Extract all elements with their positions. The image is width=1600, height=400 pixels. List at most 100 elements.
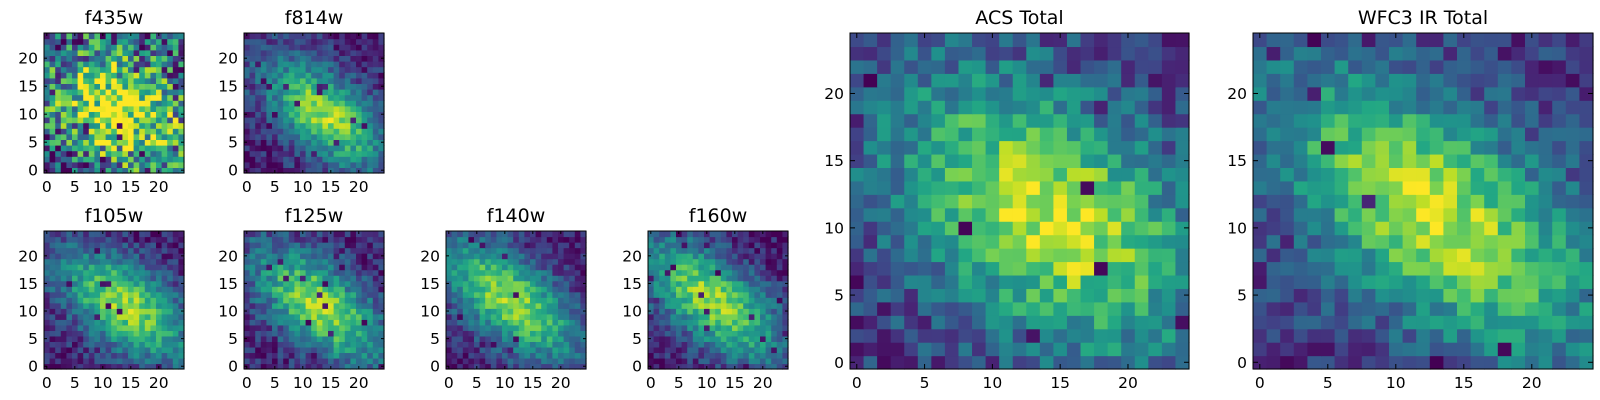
heatmap-cell	[474, 324, 481, 331]
heatmap-cell	[333, 286, 340, 293]
heatmap-cell	[66, 324, 73, 331]
heatmap-cell	[1161, 248, 1177, 263]
heatmap-cell	[1457, 301, 1472, 316]
heatmap-cell	[726, 236, 733, 243]
heatmap-cell	[344, 247, 351, 254]
heatmap-cell	[563, 319, 570, 326]
heatmap-cell	[49, 133, 56, 140]
heatmap-cell	[156, 94, 163, 101]
heatmap-cell	[288, 100, 295, 107]
heatmap-cell	[1348, 234, 1363, 249]
heatmap-cell	[49, 280, 56, 287]
heatmap-cell	[904, 301, 919, 316]
heatmap-cell	[333, 291, 340, 298]
heatmap-cell	[1497, 342, 1512, 357]
heatmap-cell	[133, 291, 140, 298]
heatmap-cell	[468, 297, 475, 304]
heatmap-cell	[541, 264, 548, 271]
heatmap-cell	[372, 139, 379, 146]
heatmap-cell	[244, 357, 251, 365]
heatmap-cell	[1579, 180, 1594, 195]
heatmap-cell	[754, 363, 761, 370]
heatmap-cell	[150, 133, 157, 140]
heatmap-cell	[133, 33, 140, 40]
heatmap-cell	[322, 280, 329, 287]
heatmap-cell	[72, 33, 79, 40]
heatmap-cell	[664, 269, 671, 276]
heatmap-cell	[1307, 167, 1322, 182]
heatmap-cell	[698, 308, 705, 315]
heatmap-cell	[161, 111, 168, 118]
heatmap-cell	[300, 341, 307, 348]
heatmap-cell	[172, 324, 179, 331]
heatmap-cell	[518, 308, 525, 315]
heatmap-cell	[931, 355, 946, 370]
heatmap-cell	[451, 324, 458, 331]
heatmap-cell	[328, 280, 335, 287]
heatmap-cell	[49, 346, 56, 354]
heatmap-cell	[249, 150, 256, 157]
heatmap-cell	[150, 105, 157, 112]
heatmap-cell	[156, 286, 163, 293]
heatmap-cell	[100, 94, 107, 101]
heatmap-cell	[266, 231, 273, 238]
heatmap-cell	[305, 83, 312, 90]
heatmap-cell	[1579, 288, 1594, 303]
heatmap-cell	[305, 308, 312, 315]
heatmap-cell	[249, 341, 256, 348]
heatmap-cell	[1161, 288, 1177, 303]
heatmap-cell	[574, 330, 581, 337]
heatmap-cell	[266, 275, 273, 282]
heatmap-cell	[255, 253, 262, 260]
heatmap-cell	[339, 128, 346, 135]
heatmap-cell	[1511, 288, 1526, 303]
heatmap-cell	[692, 231, 699, 238]
heatmap-cell	[322, 66, 329, 73]
heatmap-cell	[266, 297, 273, 304]
heatmap-cell	[350, 324, 357, 331]
heatmap-cell	[133, 61, 140, 68]
heatmap-cell	[328, 72, 335, 79]
heatmap-cell	[569, 258, 576, 265]
heatmap-cell	[72, 291, 79, 298]
heatmap-cell	[659, 242, 666, 249]
heatmap-cell	[105, 38, 112, 45]
heatmap-cell	[294, 363, 301, 370]
heatmap-cell	[446, 324, 453, 331]
heatmap-cells	[44, 33, 185, 174]
heatmap-cell	[558, 264, 565, 271]
heatmap-cell	[1538, 234, 1553, 249]
heatmap-cell	[277, 308, 284, 315]
heatmap-cell	[111, 247, 118, 254]
heatmap-cell	[316, 308, 323, 315]
x-tick-label: 20	[349, 178, 369, 196]
heatmap-cell	[1266, 274, 1281, 289]
heatmap-cell	[1148, 234, 1163, 249]
heatmap-cell	[687, 242, 694, 249]
heatmap-cell	[172, 133, 179, 140]
heatmap-cell	[687, 291, 694, 298]
heatmap-cell	[1107, 207, 1122, 222]
heatmap-cell	[161, 313, 168, 320]
heatmap-cell	[457, 313, 464, 320]
heatmap-cell	[49, 269, 56, 276]
heatmap-cell	[111, 139, 118, 146]
heatmap-cell	[748, 357, 755, 365]
heatmap-cell	[760, 357, 767, 365]
heatmap-cell	[513, 247, 520, 254]
heatmap-cell	[266, 133, 273, 140]
heatmap-cell	[1134, 140, 1149, 155]
heatmap-cell	[244, 122, 251, 129]
heatmap-cell	[692, 352, 699, 359]
heatmap-cell	[1121, 342, 1136, 357]
heatmap-cell	[294, 231, 301, 238]
heatmap-cell	[378, 324, 385, 331]
heatmap-cell	[328, 357, 335, 365]
heatmap-cell	[704, 280, 711, 287]
heatmap-cell	[535, 330, 542, 337]
heatmap-cell	[681, 286, 688, 293]
heatmap-cell	[288, 167, 295, 174]
heatmap-cell	[361, 341, 368, 348]
heatmap-cell	[77, 286, 84, 293]
heatmap-cell	[172, 286, 179, 293]
